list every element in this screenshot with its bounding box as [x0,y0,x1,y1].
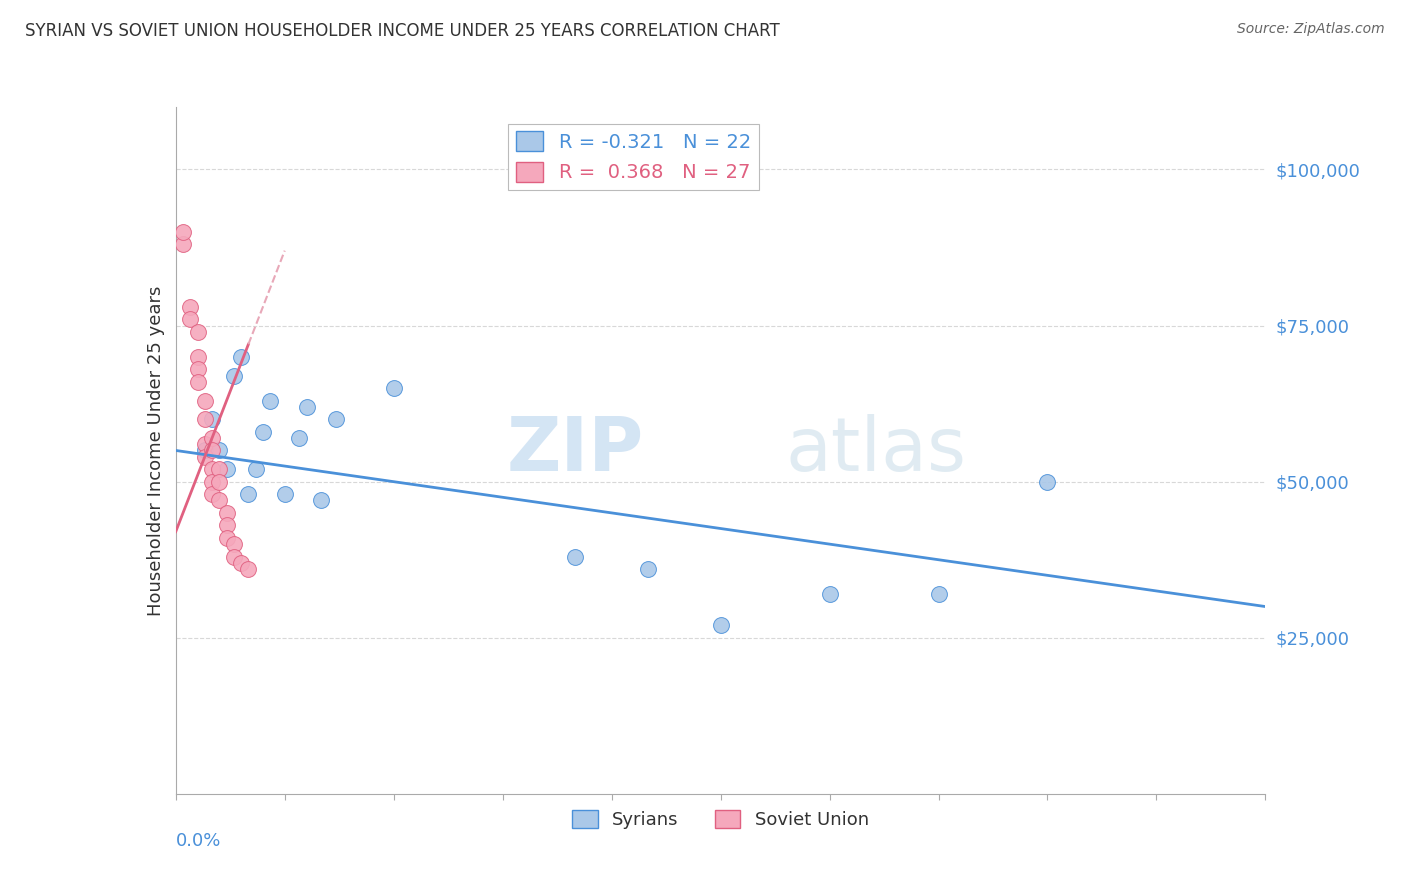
Point [179,300,201,314]
Text: atlas: atlas [786,414,967,487]
Point [818,587,841,601]
Point [172,225,194,239]
Point [382,381,405,395]
Point [208,475,231,489]
Point [201,431,224,445]
Point [208,462,231,476]
Point [637,562,659,576]
Point [215,531,238,545]
Point [208,443,231,458]
Point [194,443,217,458]
Point [1036,475,1059,489]
Point [179,312,201,326]
Point [215,506,238,520]
Point [710,618,733,632]
Point [186,362,209,376]
Text: ZIP: ZIP [508,414,644,487]
Point [231,556,253,570]
Point [288,431,311,445]
Point [194,450,217,464]
Point [215,518,238,533]
Point [201,475,224,489]
Point [238,562,260,576]
Point [231,350,253,364]
Point [201,443,224,458]
Text: Source: ZipAtlas.com: Source: ZipAtlas.com [1237,22,1385,37]
Point [201,412,224,426]
Point [208,493,231,508]
Point [172,237,194,252]
Point [186,325,209,339]
Point [222,549,245,564]
Y-axis label: Householder Income Under 25 years: Householder Income Under 25 years [146,285,165,615]
Point [222,368,245,383]
Point [215,462,238,476]
Point [252,425,274,439]
Point [309,493,332,508]
Point [222,537,245,551]
Point [245,462,267,476]
Point [928,587,950,601]
Point [274,487,297,501]
Point [194,393,217,408]
Text: SYRIAN VS SOVIET UNION HOUSEHOLDER INCOME UNDER 25 YEARS CORRELATION CHART: SYRIAN VS SOVIET UNION HOUSEHOLDER INCOM… [25,22,780,40]
Point [238,487,260,501]
Point [186,350,209,364]
Point [194,437,217,451]
Legend: Syrians, Soviet Union: Syrians, Soviet Union [565,803,876,837]
Point [325,412,347,426]
Point [186,375,209,389]
Point [194,412,217,426]
Text: 0.0%: 0.0% [176,831,221,850]
Point [201,462,224,476]
Point [259,393,281,408]
Point [201,487,224,501]
Point [295,400,318,414]
Point [564,549,586,564]
